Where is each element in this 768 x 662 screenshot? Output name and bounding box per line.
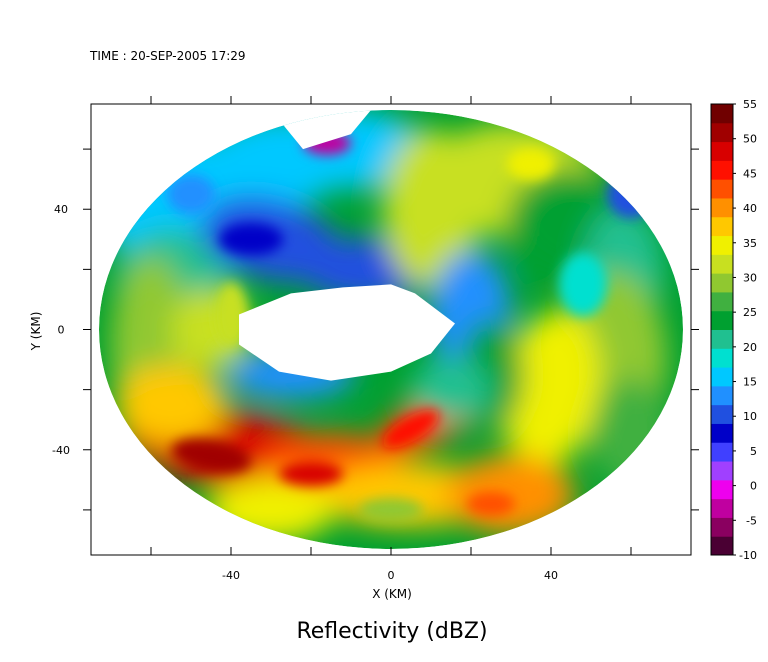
- colorbar-segment: [711, 104, 733, 124]
- echo-free-eye: [239, 284, 455, 381]
- y-tick-label: 0: [58, 324, 65, 337]
- colorbar-label: 50: [743, 133, 757, 146]
- colorbar-segment: [711, 536, 733, 556]
- axis-ticks: -40 0 40 -40 0 40: [52, 96, 699, 582]
- colorbar-segment: [711, 423, 733, 443]
- colorbar-label: 55: [743, 98, 757, 111]
- reflectivity-field: [99, 110, 683, 549]
- echo-cell: [171, 438, 251, 473]
- echo-cell: [279, 461, 343, 486]
- echo-cell: [167, 174, 215, 215]
- colorbar-label: 15: [743, 376, 757, 389]
- colorbar-label: 5: [750, 445, 757, 458]
- chart-title: Reflectivity (dBZ): [296, 619, 487, 644]
- echo-cell: [501, 310, 601, 469]
- colorbar-label: 0: [750, 480, 757, 493]
- colorbar-segment: [711, 291, 733, 312]
- colorbar-segment: [711, 179, 733, 199]
- time-label: TIME : 20-SEP-2005 17:29: [89, 49, 246, 63]
- colorbar-label: -10: [739, 549, 757, 562]
- y-tick-label: 40: [54, 203, 68, 216]
- colorbar-label: 10: [743, 410, 757, 423]
- colorbar-segment: [711, 141, 733, 161]
- echo-cell: [447, 454, 575, 535]
- x-axis-label: X (KM): [372, 587, 412, 601]
- colorbar-segment: [711, 461, 733, 481]
- colorbar-segment: [711, 310, 733, 330]
- x-tick-label: -40: [222, 569, 240, 582]
- echo-cell: [467, 491, 515, 516]
- colorbar-segment: [711, 385, 733, 406]
- colorbar-segment: [711, 197, 733, 218]
- colorbar-label: -5: [746, 514, 757, 527]
- colorbar-segment: [711, 122, 733, 143]
- echo-cell: [115, 364, 227, 445]
- colorbar-segment: [711, 367, 733, 387]
- colorbar-label: 45: [743, 167, 757, 180]
- colorbar-label: 20: [743, 341, 757, 354]
- colorbar-segment: [711, 273, 733, 293]
- colorbar-segment: [711, 216, 733, 237]
- colorbar-segment: [711, 498, 733, 518]
- echo-cell: [382, 409, 440, 448]
- colorbar-segment: [711, 479, 733, 500]
- colorbar-segment: [711, 160, 733, 180]
- echo-cell: [359, 497, 423, 522]
- colorbar-segment: [711, 254, 733, 274]
- echo-cell: [507, 148, 555, 181]
- colorbar-segment: [711, 235, 733, 255]
- colorbar-label: 35: [743, 237, 757, 250]
- colorbar-segment: [711, 329, 733, 349]
- echo-cell: [207, 477, 335, 542]
- colorbar-frame: [710, 103, 734, 556]
- colorbar-label: 40: [743, 202, 757, 215]
- echo-cell: [607, 170, 655, 219]
- y-axis-label: Y (KM): [29, 312, 43, 352]
- echo-cell: [219, 223, 283, 256]
- colorbar-segment: [711, 404, 733, 424]
- echo-cell: [411, 357, 491, 422]
- y-tick-label: -40: [52, 444, 70, 457]
- colorbar-segment: [711, 517, 733, 537]
- echo-cell: [559, 252, 607, 317]
- colorbar-segment: [711, 348, 733, 368]
- echo-cell: [591, 378, 671, 491]
- x-tick-label: 0: [388, 569, 395, 582]
- colorbar-label: 25: [743, 306, 757, 319]
- colorbar-label: 30: [743, 271, 757, 284]
- colorbar-segment: [711, 442, 733, 462]
- x-tick-label: 40: [544, 569, 558, 582]
